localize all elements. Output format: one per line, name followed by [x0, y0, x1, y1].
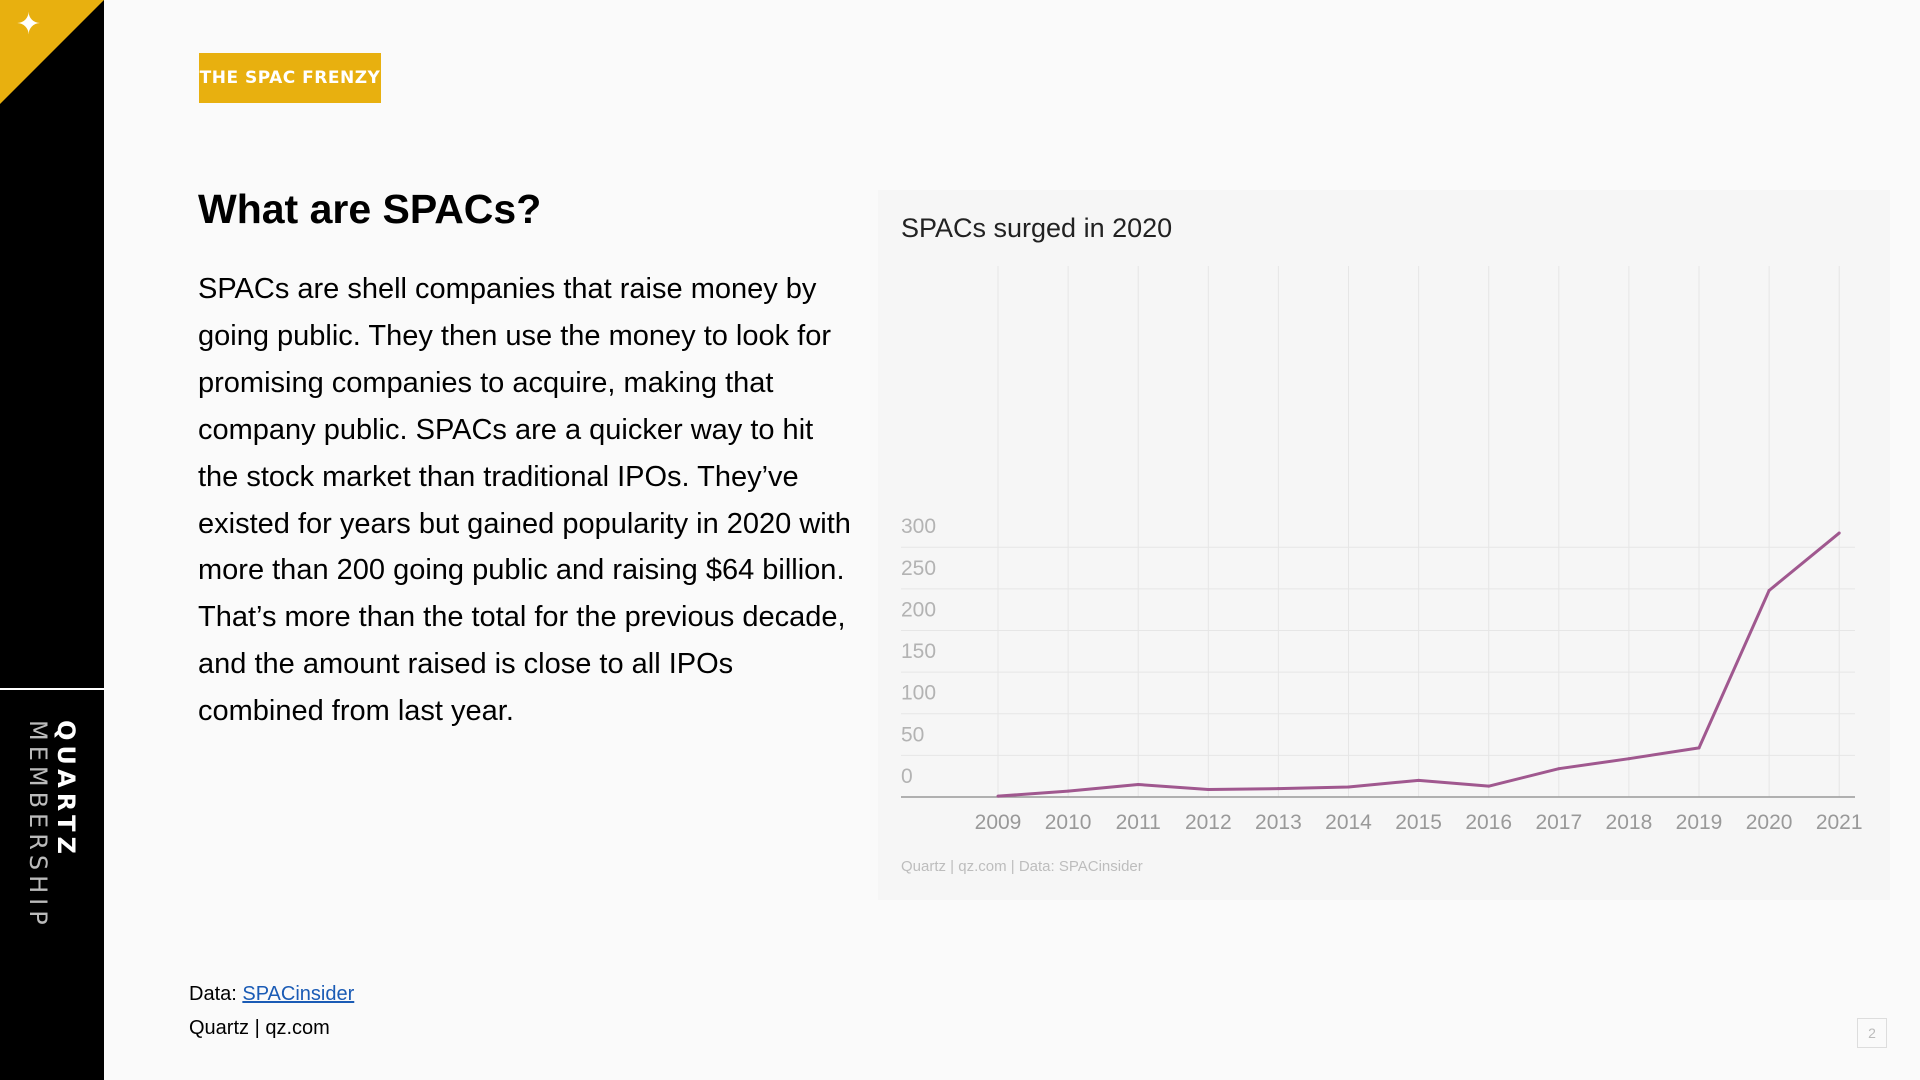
- brand-wordmark: QUARTZ MEMBERSHIP: [24, 720, 80, 1080]
- y-tick-label: 50: [901, 723, 924, 746]
- y-tick-label: 250: [901, 557, 936, 580]
- brand-light: MEMBERSHIP: [24, 720, 52, 930]
- x-tick-label: 2017: [1535, 811, 1582, 834]
- corner-badge: [0, 0, 104, 104]
- data-point: [1697, 746, 1701, 750]
- x-tick-label: 2009: [975, 811, 1022, 834]
- y-tick-label: 100: [901, 682, 936, 705]
- y-tick-label: 0: [901, 765, 913, 788]
- sidebar-divider: [0, 688, 104, 690]
- footer-credit: Quartz | qz.com: [189, 1017, 330, 1039]
- x-tick-label: 2016: [1465, 811, 1512, 834]
- data-point: [1136, 783, 1140, 787]
- data-point: [1767, 588, 1771, 592]
- x-tick-label: 2010: [1045, 811, 1092, 834]
- x-tick-label: 2020: [1746, 811, 1793, 834]
- data-point: [1276, 787, 1280, 791]
- data-point: [1417, 778, 1421, 782]
- chart-panel: SPACs surged in 2020 0 50 100 150 200 250 300 20…: [878, 190, 1890, 900]
- footer-data-prefix: Data:: [189, 983, 243, 1005]
- page-number: 2: [1857, 1018, 1887, 1048]
- data-point: [1837, 531, 1841, 535]
- section-tag: THE SPAC FRENZY: [199, 53, 381, 103]
- y-tick-label: 150: [901, 640, 936, 663]
- chart-source: Quartz | qz.com | Data: SPACinsider: [901, 858, 1143, 875]
- y-tick-label: 200: [901, 598, 936, 621]
- sparkle-icon: ✦: [16, 7, 42, 42]
- x-tick-label: 2013: [1255, 811, 1302, 834]
- x-tick-label: 2019: [1676, 811, 1723, 834]
- line-chart: SPACs surged in 2020 0 50 100 150 200 250 300 20…: [901, 213, 1863, 875]
- spacinsider-link[interactable]: SPACinsider: [242, 983, 355, 1005]
- data-point: [1627, 757, 1631, 761]
- data-point: [1557, 767, 1561, 771]
- data-point: [1206, 788, 1210, 792]
- footer-data-source: Data: SPACinsider: [189, 983, 354, 1006]
- chart-title: SPACs surged in 2020: [901, 213, 1172, 243]
- x-tick-label: 2021: [1816, 811, 1863, 834]
- body-paragraph: SPACs are shell companies that raise mon…: [198, 273, 851, 728]
- page-heading: What are SPACs?: [198, 186, 542, 232]
- x-tick-label: 2012: [1185, 811, 1232, 834]
- data-point: [1066, 789, 1070, 793]
- brand-bold: QUARTZ: [52, 720, 80, 859]
- data-point: [1347, 785, 1350, 789]
- sidebar: ✦ QUARTZ MEMBERSHIP: [0, 0, 104, 1080]
- data-point: [1487, 784, 1491, 788]
- x-tick-label: 2011: [1116, 811, 1161, 834]
- x-tick-label: 2014: [1325, 811, 1372, 834]
- data-point: [996, 794, 1000, 798]
- x-tick-label: 2018: [1606, 811, 1653, 834]
- x-tick-label: 2015: [1395, 811, 1442, 834]
- y-tick-label: 300: [901, 515, 936, 538]
